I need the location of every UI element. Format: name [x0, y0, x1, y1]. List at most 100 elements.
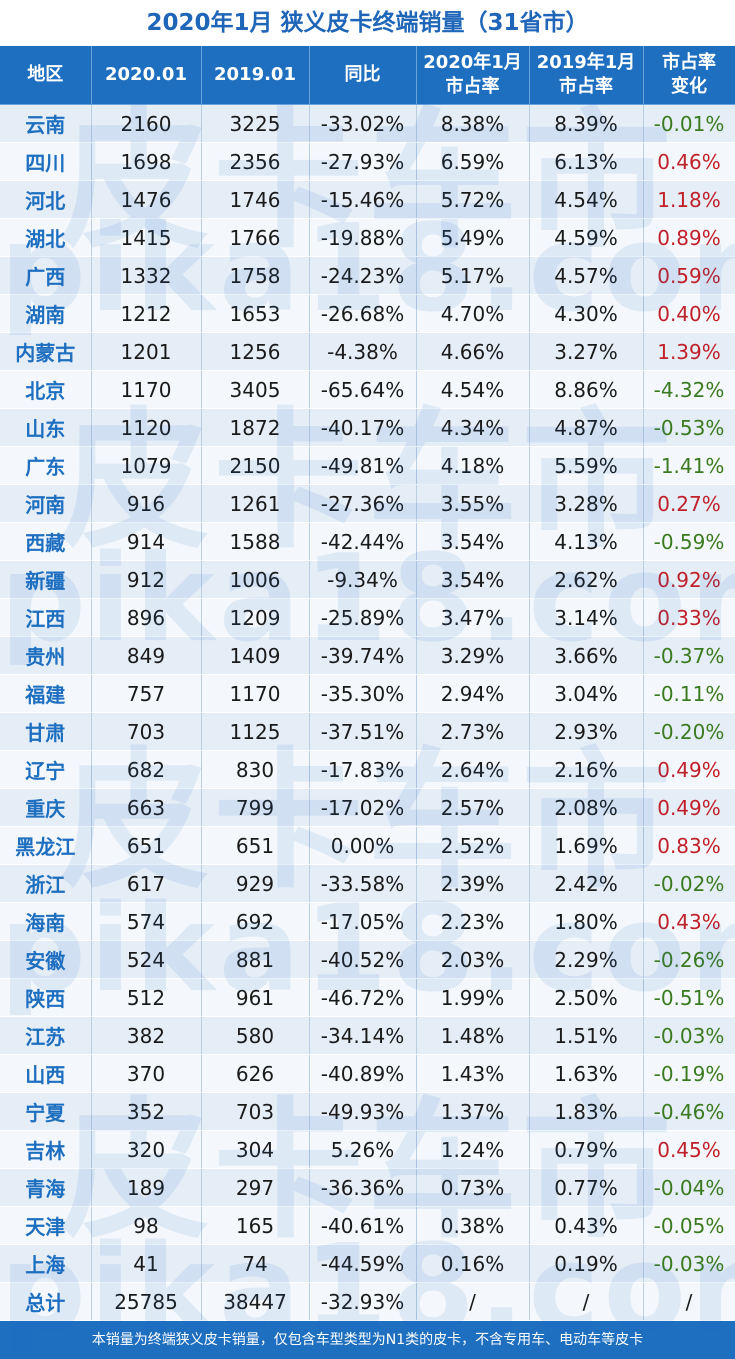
cell-yoy: -36.36% — [309, 1168, 417, 1207]
cell-2019-01: 1209 — [201, 598, 310, 637]
table-row: 山东 1120 1872 -40.17% 4.34% 4.87% -0.53% — [0, 408, 735, 447]
table-row: 安徽 524 881 -40.52% 2.03% 2.29% -0.26% — [0, 940, 735, 979]
cell-2020-01: 757 — [91, 674, 202, 713]
cell-share-2020: 2.39% — [416, 864, 530, 903]
cell-2019-01: 297 — [201, 1168, 310, 1207]
cell-2019-01: 165 — [201, 1206, 310, 1245]
cell-share-2019: 6.13% — [529, 142, 644, 181]
cell-share-2020: 5.49% — [416, 218, 530, 257]
cell-share-2019: 0.77% — [529, 1168, 644, 1207]
cell-2020-01: 41 — [91, 1244, 202, 1283]
cell-share-2019: 4.57% — [529, 256, 644, 295]
cell-region: 山西 — [0, 1054, 92, 1093]
table-row: 吉林 320 304 5.26% 1.24% 0.79% 0.45% — [0, 1130, 735, 1169]
cell-share-2020: 0.16% — [416, 1244, 530, 1283]
cell-share-change: -0.03% — [643, 1016, 735, 1055]
cell-2019-01: 1588 — [201, 522, 310, 561]
sales-table: 地区 2020.01 2019.01 同比 2020年1月 市占率 2019年1… — [0, 46, 735, 1321]
cell-share-2019: 3.28% — [529, 484, 644, 523]
cell-2020-01: 663 — [91, 788, 202, 827]
cell-yoy: 0.00% — [309, 826, 417, 865]
cell-2020-01: 370 — [91, 1054, 202, 1093]
cell-region: 辽宁 — [0, 750, 92, 789]
cell-2020-01: 1698 — [91, 142, 202, 181]
cell-share-2019: 3.14% — [529, 598, 644, 637]
cell-2020-01: 1120 — [91, 408, 202, 447]
table-row: 云南 2160 3225 -33.02% 8.38% 8.39% -0.01% — [0, 104, 735, 143]
cell-region: 安徽 — [0, 940, 92, 979]
cell-share-2019: 0.43% — [529, 1206, 644, 1245]
cell-yoy: -40.17% — [309, 408, 417, 447]
cell-share-change: -0.26% — [643, 940, 735, 979]
cell-share-change: 0.43% — [643, 902, 735, 941]
cell-share-2019: 4.13% — [529, 522, 644, 561]
cell-share-change: -0.01% — [643, 104, 735, 143]
table-body: 云南 2160 3225 -33.02% 8.38% 8.39% -0.01% 四川 1698 2… — [0, 104, 735, 1321]
cell-2019-01: 1256 — [201, 332, 310, 371]
cell-share-2019: 4.54% — [529, 180, 644, 219]
cell-share-2020: 5.72% — [416, 180, 530, 219]
cell-2019-01: 3225 — [201, 104, 310, 143]
cell-yoy: -39.74% — [309, 636, 417, 675]
cell-share-2019: 4.87% — [529, 408, 644, 447]
cell-2019-01: 1758 — [201, 256, 310, 295]
cell-yoy: -40.89% — [309, 1054, 417, 1093]
cell-share-2020: 0.38% — [416, 1206, 530, 1245]
table-row: 四川 1698 2356 -27.93% 6.59% 6.13% 0.46% — [0, 142, 735, 181]
cell-share-2019: 1.83% — [529, 1092, 644, 1131]
cell-yoy: -42.44% — [309, 522, 417, 561]
cell-share-change: 0.33% — [643, 598, 735, 637]
cell-region: 山东 — [0, 408, 92, 447]
cell-share-change: -0.02% — [643, 864, 735, 903]
cell-2020-01: 512 — [91, 978, 202, 1017]
cell-yoy: -35.30% — [309, 674, 417, 713]
cell-2019-01: 1125 — [201, 712, 310, 751]
cell-share-2020: 1.99% — [416, 978, 530, 1017]
cell-share-2020: 4.34% — [416, 408, 530, 447]
table-row: 贵州 849 1409 -39.74% 3.29% 3.66% -0.37% — [0, 636, 735, 675]
cell-region: 重庆 — [0, 788, 92, 827]
cell-share-change: 1.18% — [643, 180, 735, 219]
cell-2019-01: 703 — [201, 1092, 310, 1131]
cell-share-2019: 1.51% — [529, 1016, 644, 1055]
cell-region: 天津 — [0, 1206, 92, 1245]
cell-share-change: -0.03% — [643, 1244, 735, 1283]
cell-2019-01: 830 — [201, 750, 310, 789]
cell-share-2019: 2.93% — [529, 712, 644, 751]
cell-region: 陕西 — [0, 978, 92, 1017]
table-row: 陕西 512 961 -46.72% 1.99% 2.50% -0.51% — [0, 978, 735, 1017]
cell-share-2020: 5.17% — [416, 256, 530, 295]
cell-share-2020: 4.18% — [416, 446, 530, 485]
cell-2020-01: 1212 — [91, 294, 202, 333]
cell-share-2020: 0.73% — [416, 1168, 530, 1207]
table-row: 江西 896 1209 -25.89% 3.47% 3.14% 0.33% — [0, 598, 735, 637]
cell-share-change: -0.04% — [643, 1168, 735, 1207]
cell-region: 湖南 — [0, 294, 92, 333]
cell-share-2020: 8.38% — [416, 104, 530, 143]
table-row: 山西 370 626 -40.89% 1.43% 1.63% -0.19% — [0, 1054, 735, 1093]
cell-share-2019: 3.27% — [529, 332, 644, 371]
cell-2019-01: 1872 — [201, 408, 310, 447]
cell-share-2020: 6.59% — [416, 142, 530, 181]
cell-yoy: -49.81% — [309, 446, 417, 485]
table-row: 新疆 912 1006 -9.34% 3.54% 2.62% 0.92% — [0, 560, 735, 599]
cell-2020-01: 849 — [91, 636, 202, 675]
cell-share-2019: 0.79% — [529, 1130, 644, 1169]
cell-share-change: 0.46% — [643, 142, 735, 181]
cell-2019-01: 3405 — [201, 370, 310, 409]
cell-region: 河北 — [0, 180, 92, 219]
table-row: 黑龙江 651 651 0.00% 2.52% 1.69% 0.83% — [0, 826, 735, 865]
cell-2020-01: 1079 — [91, 446, 202, 485]
cell-region: 四川 — [0, 142, 92, 181]
cell-region: 广东 — [0, 446, 92, 485]
cell-2019-01: 626 — [201, 1054, 310, 1093]
cell-region: 甘肃 — [0, 712, 92, 751]
table-row: 湖北 1415 1766 -19.88% 5.49% 4.59% 0.89% — [0, 218, 735, 257]
cell-share-2019: 1.63% — [529, 1054, 644, 1093]
total-row: 总计 25785 38447 -32.93% / / / — [0, 1282, 735, 1321]
cell-share-2019: 1.69% — [529, 826, 644, 865]
total-2020-01: 25785 — [91, 1282, 202, 1321]
cell-2019-01: 1766 — [201, 218, 310, 257]
cell-2020-01: 1476 — [91, 180, 202, 219]
table-row: 上海 41 74 -44.59% 0.16% 0.19% -0.03% — [0, 1244, 735, 1283]
